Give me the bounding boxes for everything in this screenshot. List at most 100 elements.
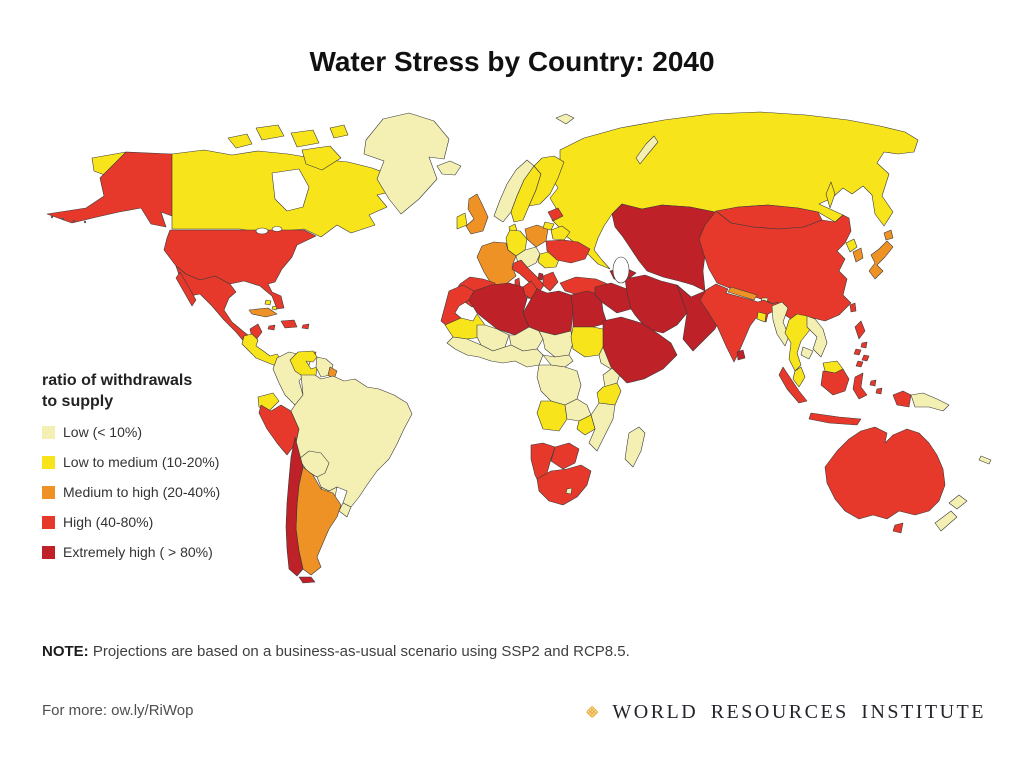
region-central_asia bbox=[611, 203, 716, 292]
region-malaysia_pen bbox=[792, 366, 806, 388]
legend-row-low-medium: Low to medium (10-20%) bbox=[42, 452, 272, 472]
note-text: NOTE: Projections are based on a busines… bbox=[42, 643, 630, 660]
legend-label-low-medium: Low to medium (10-20%) bbox=[63, 454, 220, 470]
world-map bbox=[46, 111, 992, 584]
region-nz_north bbox=[948, 494, 968, 510]
region-new_caledonia bbox=[978, 455, 992, 465]
region-india bbox=[699, 283, 779, 363]
region-cuba bbox=[248, 307, 278, 318]
map-legend: ratio of withdrawals to supply Low (< 10… bbox=[42, 370, 272, 562]
region-bahamas_1 bbox=[264, 299, 272, 306]
legend-label-high: High (40-80%) bbox=[63, 514, 154, 530]
region-java bbox=[808, 412, 862, 426]
region-lesotho bbox=[565, 487, 573, 495]
aleutian-islands bbox=[50, 215, 87, 224]
for-more-link-text: For more: ow.ly/RiWop bbox=[42, 702, 194, 719]
region-taiwan bbox=[849, 302, 857, 313]
region-phil_3 bbox=[853, 348, 862, 356]
legend-row-low: Low (< 10%) bbox=[42, 422, 272, 442]
region-south_africa bbox=[536, 464, 592, 506]
region-greece bbox=[542, 271, 559, 292]
region-france bbox=[476, 241, 517, 286]
region-nepal bbox=[727, 286, 758, 301]
region-novaya_zemlya bbox=[635, 135, 659, 165]
region-vietnam bbox=[806, 315, 828, 358]
legend-title: ratio of withdrawals to supply bbox=[42, 372, 193, 410]
region-skorea bbox=[852, 247, 864, 263]
legend-label-low: Low (< 10%) bbox=[63, 424, 142, 440]
region-jamaica bbox=[267, 324, 276, 331]
water-hudson-bay bbox=[271, 168, 310, 212]
region-belarus bbox=[550, 225, 571, 241]
region-iceland bbox=[436, 160, 462, 176]
region-puerto_rico bbox=[301, 323, 310, 330]
region-botswana bbox=[550, 442, 580, 470]
region-svalbard bbox=[555, 113, 575, 125]
region-uruguay bbox=[338, 502, 352, 518]
region-saudi bbox=[602, 316, 678, 384]
region-arctic_island_1 bbox=[227, 133, 253, 149]
region-mexico bbox=[175, 265, 263, 345]
region-png bbox=[910, 392, 950, 412]
region-japan bbox=[868, 240, 894, 280]
region-tierra_fuego bbox=[298, 576, 316, 584]
legend-row-extremely-high: Extremely high ( > 80%) bbox=[42, 542, 272, 562]
water-caspian-sea bbox=[612, 256, 630, 284]
region-madagascar bbox=[624, 426, 646, 468]
region-nkorea bbox=[845, 238, 858, 253]
region-baltics_red bbox=[547, 207, 564, 222]
legend-label-medium-high: Medium to high (20-40%) bbox=[63, 484, 221, 500]
region-iran bbox=[624, 274, 692, 334]
region-hokkaido bbox=[883, 229, 894, 241]
region-alaska bbox=[46, 151, 173, 228]
region-arctic_island_2 bbox=[255, 124, 285, 141]
region-chile bbox=[285, 436, 304, 577]
region-west_papua bbox=[892, 390, 912, 408]
region-cambodia bbox=[800, 346, 814, 360]
wri-logo-icon bbox=[586, 705, 599, 718]
region-phil_4 bbox=[861, 354, 870, 362]
region-nz_south bbox=[934, 510, 958, 532]
region-tasmania bbox=[892, 522, 904, 534]
region-philippines bbox=[854, 320, 866, 340]
region-angola bbox=[536, 400, 568, 432]
region-yucatan_ca bbox=[241, 333, 282, 367]
note-body: Projections are based on a business-as-u… bbox=[88, 643, 630, 660]
water-great-lakes-1 bbox=[255, 227, 269, 235]
region-uk bbox=[465, 193, 489, 235]
region-chad bbox=[538, 330, 574, 358]
region-bangladesh bbox=[756, 311, 767, 323]
legend-swatch-medium-high bbox=[42, 485, 55, 499]
region-ireland bbox=[456, 212, 468, 230]
region-sakhalin bbox=[825, 181, 836, 209]
wri-logo-text: WORLD RESOURCES INSTITUTE bbox=[612, 700, 986, 723]
region-australia bbox=[824, 426, 946, 520]
region-phil_5 bbox=[855, 360, 864, 368]
region-kalimantan bbox=[820, 368, 850, 396]
legend-row-medium-high: Medium to high (20-40%) bbox=[42, 482, 272, 502]
region-moluccas_1 bbox=[869, 379, 877, 387]
region-italy bbox=[511, 259, 545, 292]
region-albania bbox=[537, 272, 544, 281]
region-mozambique bbox=[588, 402, 616, 452]
region-arctic_island_5 bbox=[329, 124, 349, 139]
page-title: Water Stress by Country: 2040 bbox=[309, 46, 715, 77]
water-great-lakes-2 bbox=[271, 226, 283, 232]
legend-swatch-low bbox=[42, 425, 55, 439]
region-ukraine bbox=[545, 239, 591, 264]
legend-label-extremely-high: Extremely high ( > 80%) bbox=[63, 544, 213, 560]
region-sulawesi bbox=[852, 372, 868, 400]
legend-swatch-high bbox=[42, 515, 55, 529]
legend-row-high: High (40-80%) bbox=[42, 512, 272, 532]
region-sumatra bbox=[778, 366, 808, 404]
region-hispaniola bbox=[280, 319, 298, 329]
region-sudan bbox=[570, 326, 606, 358]
region-myanmar bbox=[771, 301, 790, 347]
wri-logo: WORLD RESOURCES INSTITUTE bbox=[586, 692, 986, 732]
region-zimbabwe bbox=[576, 414, 596, 436]
region-libya bbox=[522, 288, 574, 336]
region-drc bbox=[536, 364, 582, 406]
note-prefix: NOTE: bbox=[42, 643, 89, 660]
region-tanzania bbox=[596, 382, 622, 406]
